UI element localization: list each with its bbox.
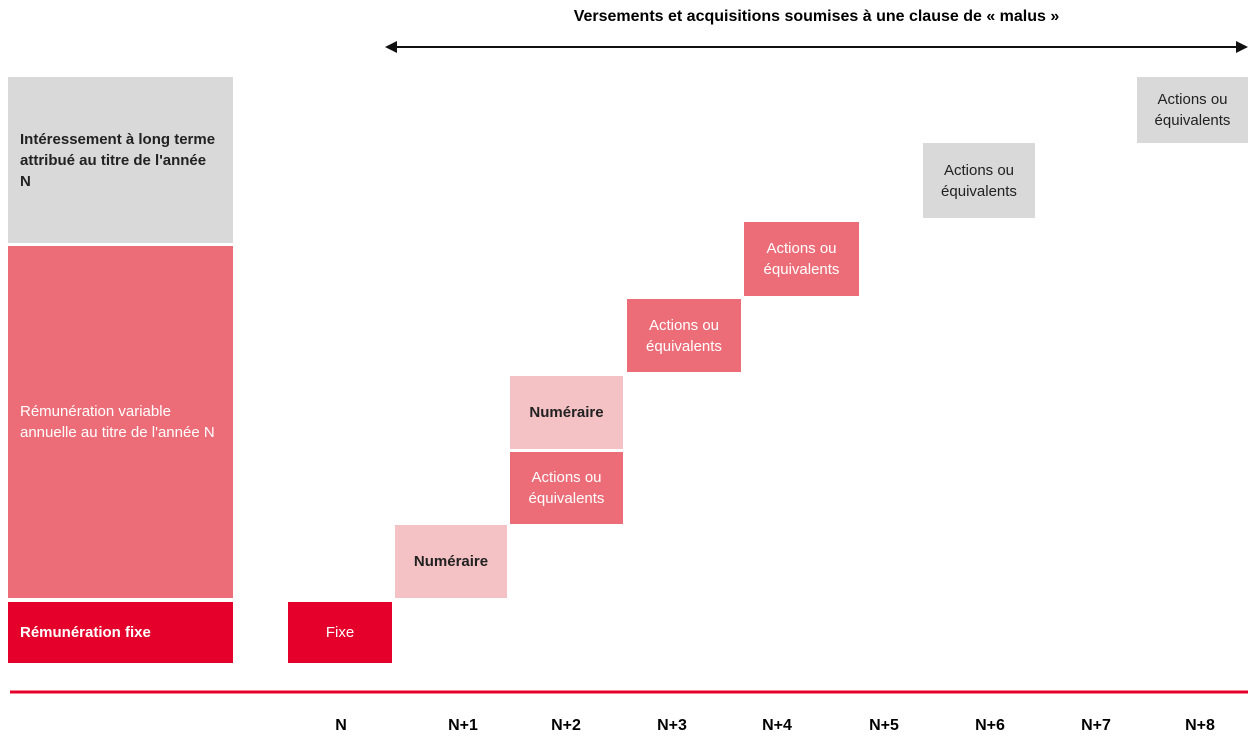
box-actions: Actions ou équivalents [744,222,859,296]
axis-label: N+1 [448,717,478,734]
legend-variable: Rémunération variable annuelle au titre … [8,246,233,598]
axis-label: N+6 [975,717,1005,734]
box-numeraire: Numéraire [395,525,507,598]
legend-fixe: Rémunération fixe [8,602,233,663]
header-title: Versements et acquisitions soumises à un… [573,8,1060,25]
box-actions: Actions ou équivalents [1137,77,1248,143]
arrow-head [385,41,397,53]
axis-label: N+4 [762,717,792,734]
box-actions: Actions ou équivalents [627,299,741,372]
box-fixe: Fixe [288,602,392,663]
axis-label: N+5 [869,717,899,734]
box-actions: Actions ou équivalents [923,143,1035,218]
axis-label: N [335,717,347,734]
axis-label: N+8 [1185,717,1215,734]
axis-label: N+2 [551,717,581,734]
legend-ilt: Intéressement à long terme attribué au t… [8,77,233,243]
box-numeraire: Numéraire [510,376,623,449]
axis-label: N+3 [657,717,687,734]
axis-label: N+7 [1081,717,1111,734]
arrow-head [1236,41,1248,53]
box-actions: Actions ou équivalents [510,452,623,524]
